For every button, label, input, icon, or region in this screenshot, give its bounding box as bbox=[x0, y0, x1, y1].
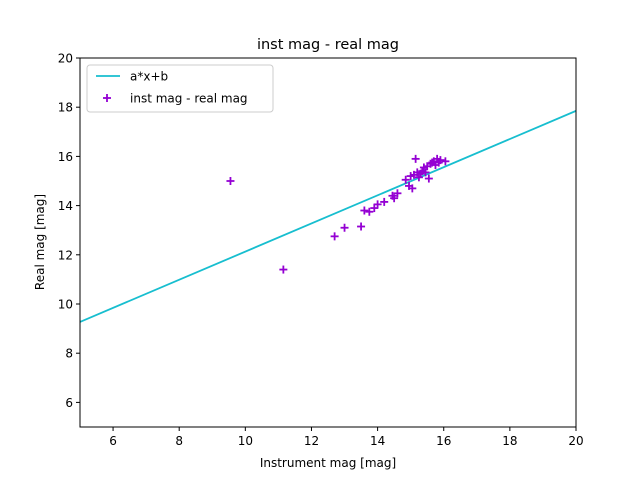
data-point bbox=[401, 175, 410, 184]
legend: a*x+b inst mag - real mag bbox=[86, 64, 274, 113]
legend-label-line: a*x+b bbox=[130, 70, 168, 84]
x-tick-label: 10 bbox=[238, 434, 253, 448]
data-point bbox=[436, 156, 445, 165]
data-point bbox=[330, 232, 339, 241]
data-point bbox=[360, 206, 369, 215]
legend-plus-swatch bbox=[103, 94, 111, 102]
data-point bbox=[408, 184, 417, 193]
y-tick-label: 16 bbox=[58, 150, 73, 164]
data-point bbox=[390, 194, 399, 203]
series-layer bbox=[80, 110, 576, 323]
x-tick-label: 12 bbox=[304, 434, 319, 448]
fit-line bbox=[80, 110, 576, 323]
data-point bbox=[365, 207, 374, 216]
y-tick-label: 12 bbox=[58, 248, 73, 262]
data-point bbox=[340, 223, 349, 232]
data-point bbox=[441, 157, 450, 166]
data-point bbox=[373, 200, 382, 209]
x-tick-label: 8 bbox=[175, 434, 183, 448]
legend-box bbox=[86, 64, 274, 113]
x-axis-label: Instrument mag [mag] bbox=[260, 456, 396, 470]
x-tick-label: 6 bbox=[109, 434, 117, 448]
y-axis: 6 8 10 12 14 16 18 20 bbox=[58, 52, 80, 410]
data-point bbox=[357, 222, 366, 231]
legend-label-scatter: inst mag - real mag bbox=[130, 92, 248, 106]
data-point bbox=[411, 154, 420, 163]
x-tick-label: 14 bbox=[370, 434, 385, 448]
y-tick-label: 14 bbox=[58, 199, 73, 213]
y-tick-label: 18 bbox=[58, 101, 73, 115]
y-axis-label: Real mag [mag] bbox=[33, 194, 47, 290]
data-point bbox=[424, 174, 433, 183]
x-tick-label: 16 bbox=[436, 434, 451, 448]
y-tick-label: 6 bbox=[65, 396, 73, 410]
y-tick-label: 10 bbox=[58, 298, 73, 312]
data-point bbox=[421, 168, 430, 177]
data-point bbox=[380, 197, 389, 206]
data-point bbox=[393, 189, 402, 198]
y-tick-label: 8 bbox=[65, 347, 73, 361]
data-point bbox=[226, 177, 235, 185]
chart-title: inst mag - real mag bbox=[257, 37, 399, 53]
x-axis: 6 8 10 12 14 16 18 20 bbox=[109, 427, 584, 448]
data-point bbox=[414, 173, 423, 182]
x-tick-label: 18 bbox=[502, 434, 517, 448]
data-point bbox=[279, 265, 288, 274]
y-tick-label: 20 bbox=[58, 52, 73, 66]
x-tick-label: 20 bbox=[568, 434, 583, 448]
plot-frame bbox=[79, 57, 577, 428]
